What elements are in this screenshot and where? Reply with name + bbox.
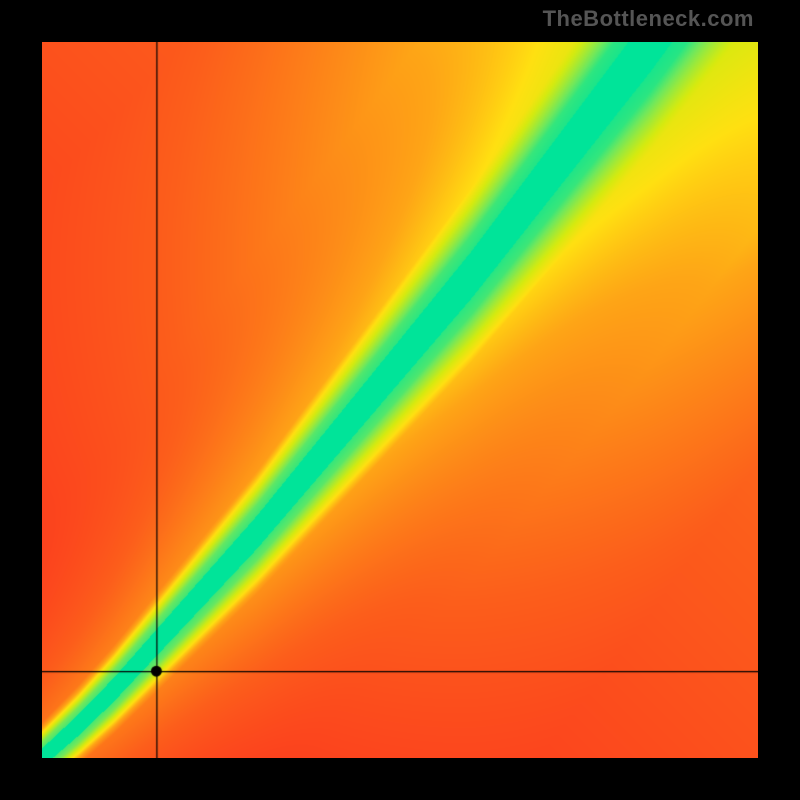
crosshair-overlay: [42, 42, 758, 758]
bottleneck-heatmap: [42, 42, 758, 758]
attribution-text: TheBottleneck.com: [543, 6, 754, 32]
